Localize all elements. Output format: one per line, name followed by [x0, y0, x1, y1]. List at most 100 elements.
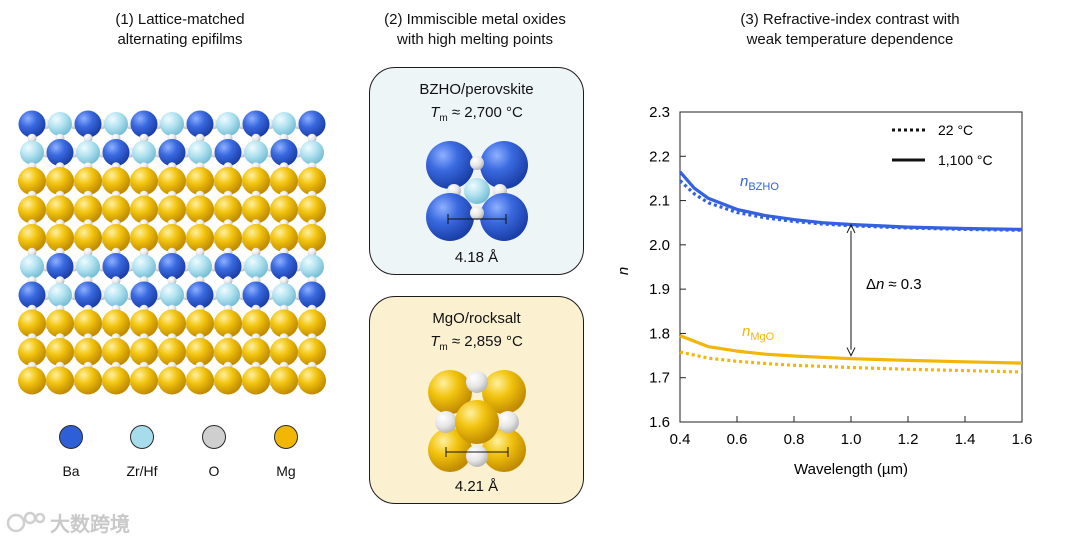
- ba-atom: [46, 139, 74, 166]
- o-atom: [195, 133, 205, 143]
- ba-atom: [102, 139, 130, 166]
- legend-swatch-zrhf: [130, 425, 154, 449]
- mg-atom: [74, 195, 102, 224]
- series-line-mgo-dotted: [679, 350, 1023, 374]
- y-tick-label: 2.1: [649, 193, 670, 210]
- mg-atom: [214, 338, 242, 366]
- ba-atom: [242, 110, 270, 138]
- mgo-melting-point: Tm ≈ 2,859 °C: [370, 333, 583, 353]
- zrhf-atom: [272, 112, 296, 136]
- n-mgo-sub: MgO: [750, 331, 774, 343]
- mg-atom: [270, 195, 298, 224]
- mg-atom: [102, 195, 130, 224]
- delta-n-value: ≈ 0.3: [888, 276, 921, 293]
- watermark: 大数跨境: [6, 507, 130, 537]
- panel1-title-line2: alternating epifilms: [117, 31, 243, 48]
- mg-atom: [298, 338, 326, 366]
- perovskite-unit-cell: [426, 141, 528, 241]
- panel2-title: (2) Immiscible metal oxides with high me…: [350, 10, 600, 50]
- ba-atom: [158, 139, 186, 166]
- zrhf-atom: [76, 140, 100, 165]
- mg-atom: [130, 309, 158, 338]
- o-atom: [111, 276, 121, 286]
- lattice-illustration: [18, 110, 326, 395]
- ba-atom: [214, 139, 242, 166]
- ba-atom: [270, 253, 298, 280]
- zrhf-atom: [132, 254, 156, 279]
- n-bzho-sub: BZHO: [748, 181, 779, 193]
- bzho-tm-value: ≈ 2,700 °C: [451, 104, 523, 121]
- mg-atom: [74, 224, 102, 252]
- mg-atom: [270, 366, 298, 395]
- series-line-mgo-solid: [679, 334, 1023, 365]
- mg-atom: [186, 167, 214, 195]
- panel3-title-line1: (3) Refractive-index contrast with: [740, 11, 960, 28]
- zrhf-atom: [216, 112, 240, 136]
- o-atom: [470, 156, 484, 170]
- mg-atom: [102, 224, 130, 252]
- mg-atom: [74, 167, 102, 195]
- zrhf-atom: [160, 283, 184, 307]
- bzho-melting-point: Tm ≈ 2,700 °C: [370, 104, 583, 124]
- tm-subscript: m: [439, 342, 448, 353]
- mgo-lattice-constant: 4.21 Å: [454, 478, 499, 495]
- o-atom: [307, 247, 317, 257]
- mg-atom: [74, 338, 102, 366]
- ba-atom: [18, 110, 46, 138]
- o-atom: [466, 445, 488, 467]
- tm-symbol: T: [430, 333, 440, 350]
- mg-atom: [270, 309, 298, 338]
- mgo-card: MgO/rocksalt Tm ≈ 2,859 °C 4.21 Å: [369, 296, 584, 504]
- zrhf-atom: [188, 254, 212, 279]
- legend-label-22c: 22 °C: [938, 122, 973, 138]
- x-tick-label: 1.2: [898, 431, 919, 448]
- mg-atom: [18, 167, 46, 195]
- ba-atom: [158, 253, 186, 280]
- zrhf-atom: [20, 254, 44, 279]
- delta-arrow-head-down: [846, 347, 856, 357]
- bzho-name: BZHO/perovskite: [419, 81, 534, 98]
- mg-atom: [214, 195, 242, 224]
- watermark-text: 大数跨境: [50, 513, 130, 536]
- mg-atom: [46, 366, 74, 395]
- mg-atom: [455, 400, 499, 444]
- x-tick-label: 1.0: [841, 431, 862, 448]
- mg-atom: [74, 309, 102, 338]
- o-atom: [279, 276, 289, 286]
- legend-label-ba: Ba: [62, 463, 80, 479]
- y-axis-label: n: [615, 267, 632, 275]
- o-atom: [470, 206, 484, 220]
- mg-atom: [46, 224, 74, 252]
- mg-atom: [428, 370, 472, 414]
- mg-atom: [482, 428, 526, 472]
- o-atom: [435, 411, 457, 433]
- tm-subscript: m: [439, 113, 448, 124]
- legend-swatch-o: [202, 425, 226, 449]
- ba-atom: [270, 139, 298, 166]
- panel2-title-line1: (2) Immiscible metal oxides: [384, 11, 566, 28]
- refractive-index-chart: 0.4 0.6 0.8 1.0 1.2 1.4 1.6 1.6 1.7 1.8 1.9 2.0 2.1 2…: [615, 104, 1032, 478]
- zrhf-atom: [300, 140, 324, 165]
- ba-atom: [186, 281, 214, 309]
- mg-atom: [186, 309, 214, 338]
- y-tick-label: 2.2: [649, 148, 670, 165]
- n-bzho-base: n: [740, 173, 748, 190]
- o-atom: [83, 247, 93, 257]
- x-tick-label: 0.4: [670, 431, 691, 448]
- ba-atom: [480, 141, 528, 189]
- ba-atom: [214, 253, 242, 280]
- zrhf-atom: [20, 140, 44, 165]
- mg-atom: [158, 224, 186, 252]
- zrhf-atom: [188, 140, 212, 165]
- rocksalt-unit-cell: [428, 370, 526, 472]
- mg-atom: [298, 366, 326, 395]
- zrhf-atom: [244, 140, 268, 165]
- mg-atom: [102, 338, 130, 366]
- series-line-bzho-dotted: [678, 179, 1023, 232]
- y-tick-label: 2.0: [649, 237, 670, 254]
- legend-label-zrhf: Zr/Hf: [126, 463, 158, 479]
- mg-atom: [130, 366, 158, 395]
- panel3-title: (3) Refractive-index contrast with weak …: [690, 10, 1010, 50]
- mg-atom: [298, 224, 326, 252]
- ba-atom: [46, 253, 74, 280]
